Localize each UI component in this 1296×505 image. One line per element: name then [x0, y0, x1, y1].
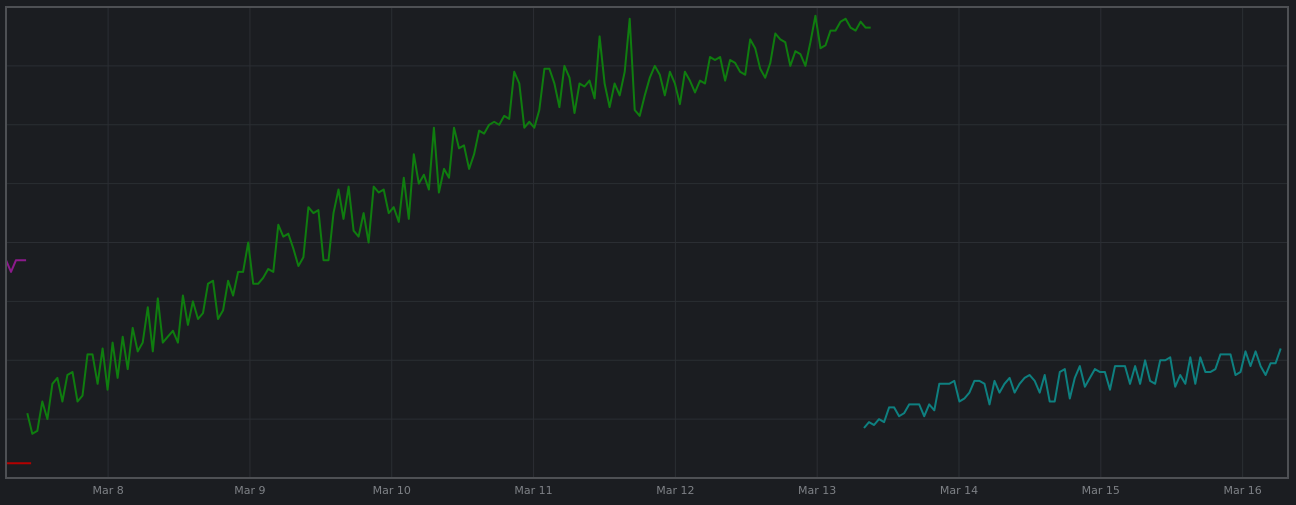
- x-tick-label: Mar 12: [656, 484, 694, 497]
- series-line-2: [6, 260, 26, 272]
- x-tick-label: Mar 15: [1082, 484, 1120, 497]
- x-tick-label: Mar 11: [514, 484, 552, 497]
- x-tick-label: Mar 10: [373, 484, 411, 497]
- grid-lines: [6, 7, 1288, 478]
- x-tick-label: Mar 16: [1223, 484, 1261, 497]
- series-lines: [6, 16, 1281, 464]
- x-tick-label: Mar 9: [234, 484, 265, 497]
- x-axis: Mar 8 Mar 9 Mar 10 Mar 11 Mar 12 Mar 13 Mar 14…: [92, 484, 1261, 497]
- x-tick-label: Mar 14: [940, 484, 978, 497]
- series-line-0: [27, 16, 870, 434]
- x-tick-label: Mar 8: [92, 484, 123, 497]
- x-tick-label: Mar 13: [798, 484, 836, 497]
